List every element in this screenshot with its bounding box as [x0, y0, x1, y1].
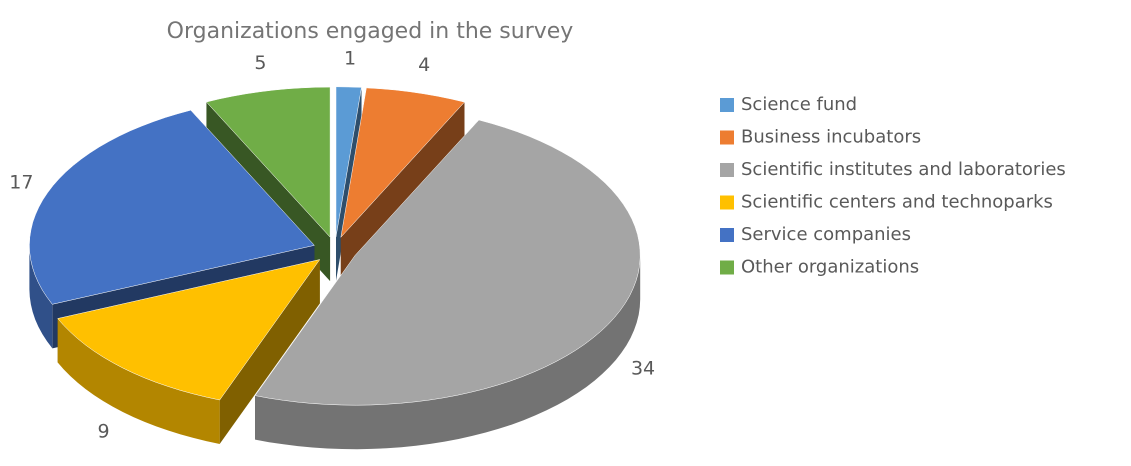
slice [335, 86, 362, 237]
legend-swatch [720, 260, 734, 275]
legend-swatch [720, 195, 734, 210]
slice [205, 86, 331, 238]
legend-label: Scientific centers and technoparks [741, 192, 1053, 213]
chart-title: Organizations engaged in the survey [167, 19, 574, 44]
slice [29, 109, 315, 305]
slice [340, 87, 465, 239]
radial-wall [340, 102, 465, 282]
data-label: 1 [344, 47, 356, 69]
data-label: 34 [631, 358, 655, 380]
data-label: 17 [9, 171, 33, 193]
legend-label: Science fund [741, 94, 857, 115]
legend-label: Other organizations [741, 257, 919, 278]
legend-label: Service companies [741, 224, 911, 245]
legend-swatch [720, 163, 734, 177]
slice [57, 259, 321, 401]
slice-tops [29, 86, 641, 406]
data-label: 9 [97, 421, 109, 443]
outer-wall [57, 318, 220, 444]
legend-swatch [720, 98, 734, 112]
legend-label: Scientific institutes and laboratories [741, 159, 1066, 180]
outer-wall [255, 255, 641, 450]
outer-wall [29, 245, 53, 349]
legend-swatch [720, 228, 734, 242]
data-label: 5 [254, 52, 266, 74]
legend-swatch [720, 130, 734, 145]
legend-label: Business incubators [741, 127, 921, 148]
slice [254, 119, 641, 406]
data-label: 4 [418, 54, 430, 76]
